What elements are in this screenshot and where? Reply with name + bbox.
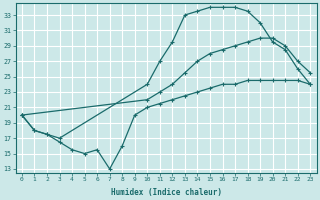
X-axis label: Humidex (Indice chaleur): Humidex (Indice chaleur) <box>111 188 221 197</box>
